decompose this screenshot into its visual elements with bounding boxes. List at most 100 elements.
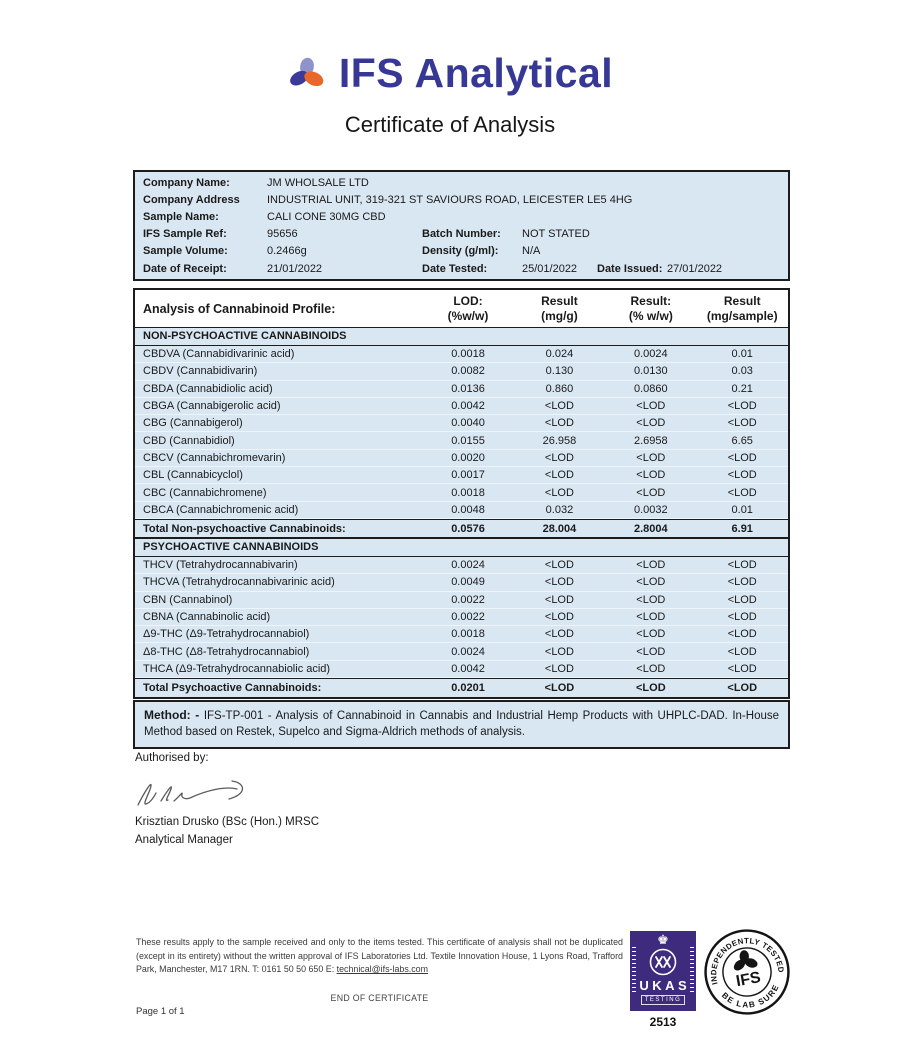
result-mgsample-value: <LOD [727,645,757,658]
compound-name: THCV (Tetrahydrocannabivarin) [143,559,298,572]
table-row: Δ8-THC (Δ8-Tetrahydrocannabiol) 0.0024 <… [135,643,788,661]
result-mgg-value: <LOD [544,662,574,675]
result-mgsample-value: <LOD [727,400,757,413]
result-mgsample-value: <LOD [727,451,757,464]
psychoactive-table: PSYCHOACTIVE CANNABINOIDS THCV (Tetrahyd… [133,537,790,700]
table-row: THCVA (Tetrahydrocannabivarinic acid) 0.… [135,574,788,592]
table-title: Analysis of Cannabinoid Profile: [143,301,336,316]
info-value: CALI CONE 30MG CBD [267,210,386,223]
result-pct-value: <LOD [636,400,666,413]
info-label: Sample Name: [143,210,219,223]
result-mgsample-value: 6.65 [731,434,753,447]
info-label: Date of Receipt: [143,262,227,275]
table-row: THCA (Δ9-Tetrahydrocannabiolic acid) 0.0… [135,661,788,679]
result-mgg-value: <LOD [544,559,574,572]
info-label: Date Issued: [597,262,663,275]
info-value: 95656 [267,228,298,241]
compound-name: CBG (Cannabigerol) [143,417,243,430]
info-value: N/A [522,245,541,258]
lod-value: 0.0136 [451,382,485,395]
result-pct-value: <LOD [636,417,666,430]
table-row: CBCA (Cannabichromenic acid) 0.0048 0.03… [135,502,788,519]
method-text: IFS-TP-001 - Analysis of Cannabinoid in … [144,710,780,739]
compound-name: CBC (Cannabichromene) [143,486,267,499]
compound-name: CBCA (Cannabichromenic acid) [143,503,299,516]
info-value: JM WHOLSALE LTD [267,176,369,189]
lod-value: 0.0155 [451,434,485,447]
non-psychoactive-rows: CBDVA (Cannabidivarinic acid) 0.0018 0.0… [135,346,788,519]
result-pct-value: <LOD [636,628,666,641]
end-of-certificate-label: END OF CERTIFICATE [330,993,429,1003]
table-row: CBL (Cannabicyclol) 0.0017 <LOD <LOD <LO… [135,467,788,485]
info-value: 25/01/2022 [522,262,578,275]
info-label: IFS Sample Ref: [143,228,227,241]
compound-name: CBNA (Cannabinolic acid) [143,611,271,624]
page-number: Page 1 of 1 [136,1006,185,1017]
ukas-ruler-ticks-right [690,947,694,993]
brand-header: IFS Analytical [0,50,900,97]
result-mgg-value: <LOD [544,469,574,482]
compound-name: CBL (Cannabicyclol) [143,469,243,482]
result-pct-value: <LOD [636,662,666,675]
total-row-psychoactive: Total Psychoactive Cannabinoids: 0.0201 … [135,678,788,697]
compound-name: CBD (Cannabidiol) [143,434,235,447]
info-label: Density (g/ml): [422,245,499,258]
info-row-company-address: Company Address INDUSTRIAL UNIT, 319-321… [135,191,788,208]
ukas-ruler-ticks-left [632,947,636,993]
authorised-by-heading: Authorised by: [135,752,209,764]
lod-value: 0.0022 [451,593,485,606]
ifs-logo-icon [289,57,324,86]
table-row: Δ9-THC (Δ9-Tetrahydrocannabiol) 0.0018 <… [135,626,788,644]
lod-value: 0.0082 [451,365,485,378]
analysis-table-header: Analysis of Cannabinoid Profile: LOD: (%w… [135,290,788,328]
table-row: CBDA (Cannabidiolic acid) 0.0136 0.860 0… [135,381,788,398]
info-label: Company Address [143,193,240,206]
result-mgg-value: <LOD [544,593,574,606]
lod-value: 0.0040 [451,417,485,430]
compound-name: CBDA (Cannabidiolic acid) [143,382,273,395]
total-pct: 2.8004 [634,522,668,535]
brand-name: IFS Analytical [338,50,614,96]
result-mgsample-value: <LOD [727,486,757,499]
email-link[interactable]: technical@ifs-labs.com [336,964,429,975]
ukas-wordmark: UKAS [639,978,691,993]
lod-value: 0.0020 [451,451,485,464]
result-mgsample-value: <LOD [727,576,757,589]
table-row: CBCV (Cannabichromevarin) 0.0020 <LOD <L… [135,450,788,468]
col-header-result-pct: Result: (% w/w) [628,293,673,323]
sample-info-table: Company Name: JM WHOLSALE LTD Company Ad… [133,170,790,282]
result-mgsample-value: <LOD [727,628,757,641]
result-mgg-value: <LOD [544,486,574,499]
total-label: Total Non-psychoactive Cannabinoids: [143,522,346,535]
table-row: CBNA (Cannabinolic acid) 0.0022 <LOD <LO… [135,609,788,627]
col-header-lod: LOD: (%w/w) [447,293,489,323]
info-row-dates: Date of Receipt: 21/01/2022 Date Tested:… [135,260,788,277]
result-pct-value: <LOD [636,559,666,572]
method-label: Method: - [144,708,200,722]
result-mgsample-value: <LOD [727,662,757,675]
result-pct-value: 0.0024 [634,348,668,361]
lod-value: 0.0042 [451,400,485,413]
compound-name: CBDV (Cannabidivarin) [143,365,258,378]
result-mgsample-value: 0.03 [731,365,753,378]
ifs-tested-stamp: INDEPENDENTLY TESTED BE LAB SURE IFS [703,929,790,1015]
lod-value: 0.0022 [451,611,485,624]
total-label: Total Psychoactive Cannabinoids: [143,682,322,695]
result-mgg-value: <LOD [544,400,574,413]
non-psychoactive-table: Analysis of Cannabinoid Profile: LOD: (%w… [133,288,790,540]
result-pct-value: <LOD [636,593,666,606]
result-mgsample-value: <LOD [727,417,757,430]
info-label: Batch Number: [422,228,501,241]
total-pct: <LOD [636,682,666,695]
info-value: 0.2466g [267,245,307,258]
col-header-result-mgg: Result (mg/g) [541,293,578,323]
ukas-accreditation-mark: ♚ UKAS TESTING 2513 [630,931,696,1029]
result-mgsample-value: 0.01 [731,503,753,516]
total-row-non-psychoactive: Total Non-psychoactive Cannabinoids: 0.0… [135,518,788,538]
info-label: Company Name: [143,176,230,189]
section-header-psychoactive: PSYCHOACTIVE CANNABINOIDS [135,539,788,557]
result-mgsample-value: <LOD [727,559,757,572]
result-pct-value: <LOD [636,451,666,464]
lod-value: 0.0018 [451,348,485,361]
compound-name: CBGA (Cannabigerolic acid) [143,400,281,413]
